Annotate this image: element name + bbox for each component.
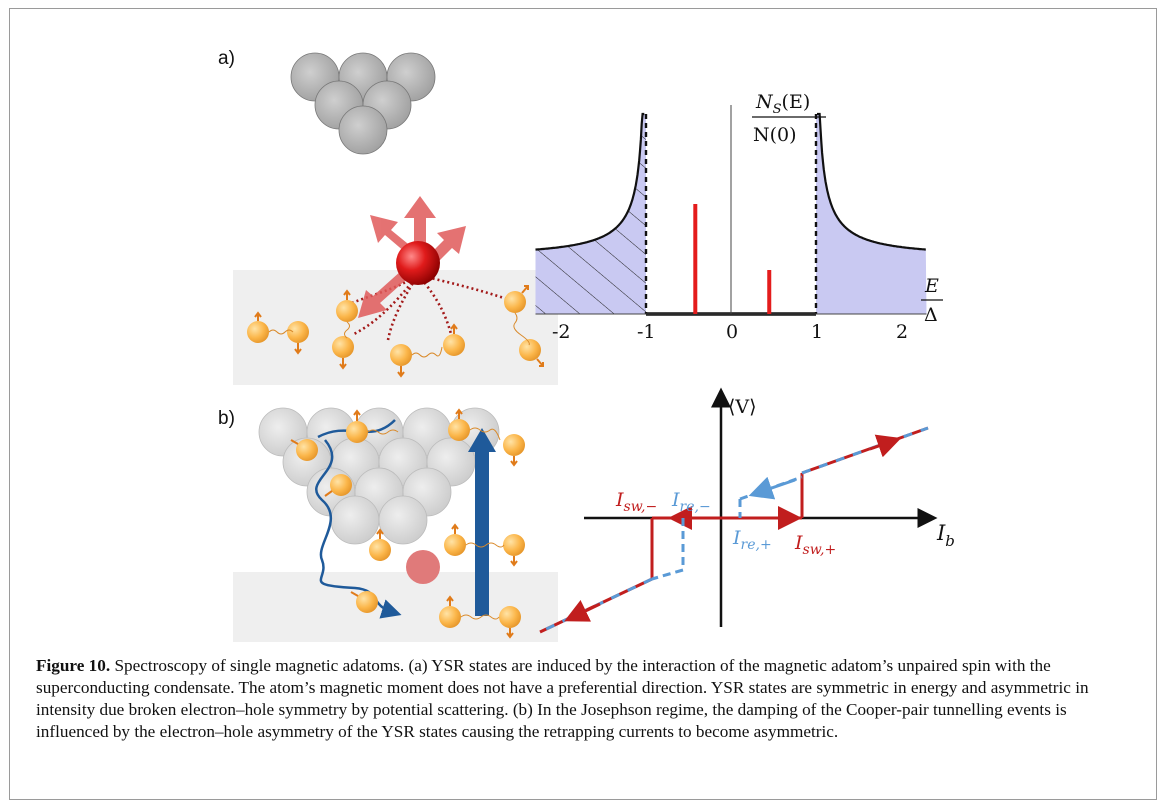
caption-label: Figure 10. <box>36 656 111 675</box>
label-isw-minus: Isw,− <box>615 489 657 515</box>
substrate-a <box>233 270 558 385</box>
stm-tip-a <box>290 52 436 155</box>
adatom-b <box>406 550 440 584</box>
electrons-b <box>290 408 525 639</box>
dos-tick-label: -2 <box>552 321 571 343</box>
label-ire-minus: Ire,− <box>671 489 711 515</box>
dos-xlabel-num: E <box>924 275 939 297</box>
dos-tick-label: -1 <box>637 321 656 343</box>
label-isw-plus: Isw,+ <box>794 532 836 558</box>
dos-right-curve <box>817 112 926 251</box>
dos-ylabel-den: N(0) <box>753 124 797 146</box>
dos-tick-label: 1 <box>811 321 823 343</box>
caption-text: Spectroscopy of single magnetic adatoms.… <box>36 656 1089 741</box>
iv-xlabel: Ib <box>936 521 955 550</box>
cooper-pair-path <box>315 439 402 619</box>
dos-tick-labels: -2 -1 0 1 2 <box>552 321 908 343</box>
dos-left-curve <box>535 112 645 251</box>
dos-tick-label: 2 <box>896 321 908 343</box>
dos-left-hatch <box>535 114 646 314</box>
dos-ylabel-num: NS(E) <box>755 91 810 117</box>
label-ire-plus: Ire,+ <box>732 527 772 553</box>
dos-right-fill <box>816 114 927 314</box>
panel-label-a: a) <box>218 48 235 69</box>
electrons-a <box>247 285 544 378</box>
dos-xlabel-den: Δ <box>924 304 938 326</box>
dos-tick-label: 0 <box>726 321 738 343</box>
josephson-current-arrow <box>475 448 489 616</box>
magnetic-adatom <box>396 241 440 285</box>
iv-ylabel: ⟨V⟩ <box>728 396 757 418</box>
figure-frame <box>9 8 1157 800</box>
panel-label-b: b) <box>218 408 235 429</box>
figure-caption: Figure 10. Spectroscopy of single magnet… <box>36 655 1136 743</box>
